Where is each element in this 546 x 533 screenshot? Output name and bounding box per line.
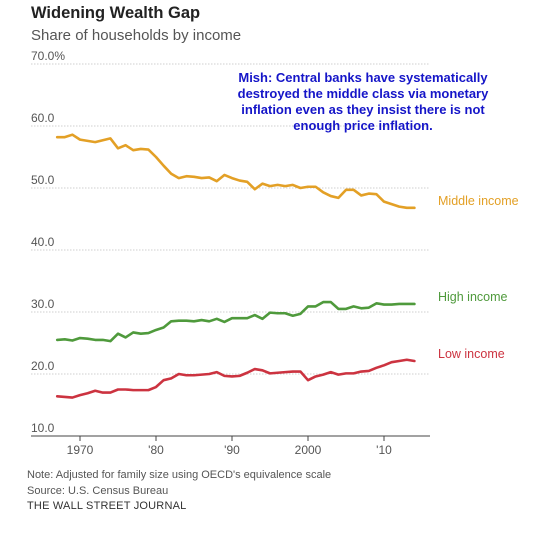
series-line-middle-income: [55, 133, 416, 210]
y-tick-label: 10.0: [31, 421, 55, 435]
series-labels: Middle income High income Low income: [438, 194, 519, 361]
series-label-low-income: Low income: [438, 347, 505, 361]
x-tick-label: '90: [224, 443, 240, 457]
series-label-high-income: High income: [438, 290, 508, 304]
series-line-high-income: [55, 300, 416, 343]
y-tick-label: 70.0%: [31, 49, 65, 63]
y-tick-label: 30.0: [31, 297, 55, 311]
y-axis-tick-labels: 10.0 20.0 30.0 40.0 50.0 60.0 70.0%: [31, 49, 65, 435]
x-tick-label: '80: [148, 443, 164, 457]
y-tick-label: 20.0: [31, 359, 55, 373]
x-tick-label: 1970: [67, 443, 94, 457]
footnote: Note: Adjusted for family size using OEC…: [27, 469, 332, 481]
publisher-line: THE WALL STREET JOURNAL: [27, 500, 187, 512]
source-line: Source: U.S. Census Bureau: [27, 485, 169, 497]
chart-title: Widening Wealth Gap: [31, 4, 201, 22]
y-tick-label: 60.0: [31, 111, 55, 125]
series-lines: [55, 133, 416, 399]
series-line-low-income: [55, 358, 416, 399]
y-tick-label: 50.0: [31, 173, 55, 187]
y-tick-label: 40.0: [31, 235, 55, 249]
x-axis: 1970 '80 '90 2000 '10: [67, 436, 392, 457]
x-tick-label: '10: [376, 443, 392, 457]
chart-subtitle: Share of households by income: [31, 27, 242, 44]
grid-lines: [31, 63, 430, 437]
annotation-text: Mish: Central banks have systematically …: [237, 70, 489, 133]
x-tick-label: 2000: [295, 443, 322, 457]
series-label-middle-income: Middle income: [438, 194, 519, 208]
